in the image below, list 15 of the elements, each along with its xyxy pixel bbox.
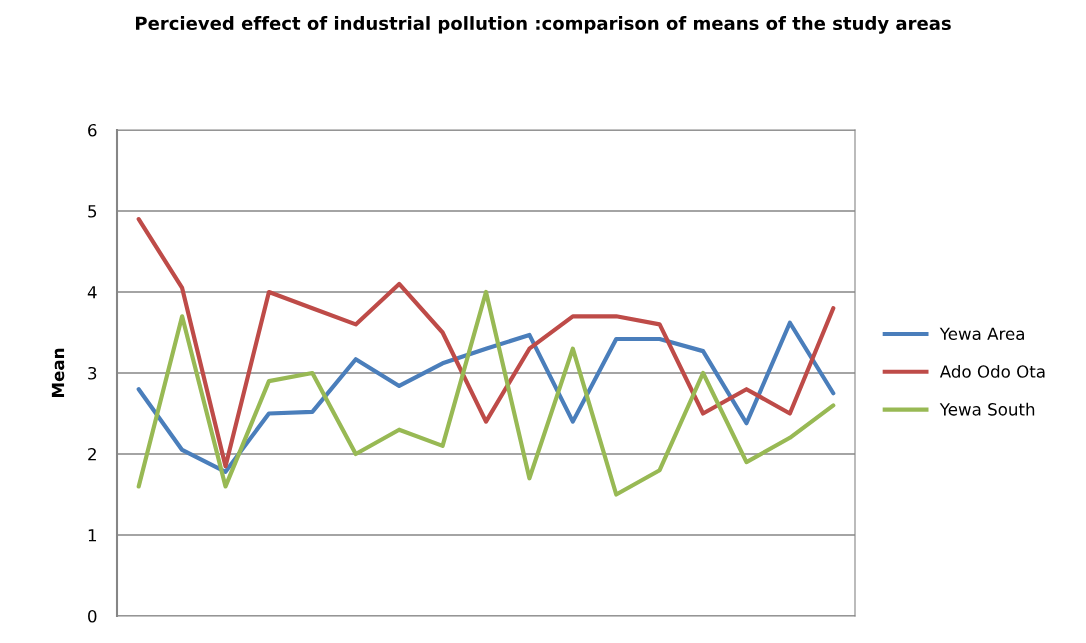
legend-label: Yewa Area: [939, 327, 1024, 341]
line-series: [136, 320, 836, 474]
y-tick-label: 2: [88, 447, 96, 461]
y-axis-title: Mean: [51, 348, 65, 397]
y-tick-label: 1: [88, 529, 97, 542]
legend-label: Yewa South: [939, 402, 1035, 416]
legend-label: Ado Odo Ota: [939, 364, 1045, 378]
y-tick-label: 4: [87, 286, 97, 299]
chart-title: Percieved effect of industrial pollution :comparison of means of the study areas: [135, 16, 951, 34]
y-tick-label: 6: [88, 123, 97, 137]
y-tick-label: 3: [88, 366, 97, 380]
line-series: [136, 217, 836, 469]
y-tick-label: 0: [88, 609, 97, 623]
y-tick-label: 5: [88, 205, 97, 218]
line-series: [136, 289, 836, 497]
